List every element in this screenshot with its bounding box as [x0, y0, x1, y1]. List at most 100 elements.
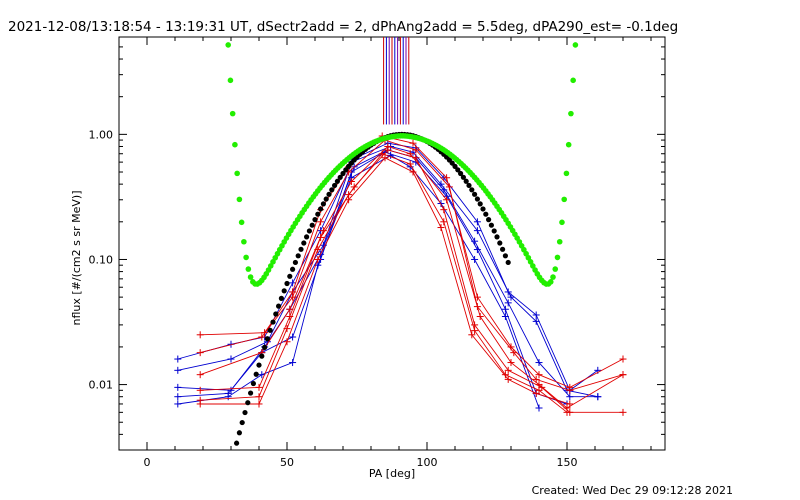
x-tick-label: 100	[417, 456, 438, 469]
red-point	[619, 371, 627, 379]
red-point	[412, 154, 420, 162]
red-point	[501, 371, 509, 379]
red-point	[409, 139, 417, 147]
y-tick-label: 1.00	[89, 128, 114, 141]
blue-point	[224, 393, 232, 401]
black-fit-point	[337, 174, 343, 180]
red-point	[409, 168, 417, 176]
green-fit-point	[527, 259, 534, 265]
black-fit-point	[323, 196, 329, 202]
red-point	[535, 371, 543, 379]
blue-point	[532, 311, 540, 319]
black-fit-point	[505, 259, 511, 266]
black-fit-point	[304, 234, 310, 240]
black-fit-point	[483, 211, 489, 217]
blue-point	[566, 393, 574, 401]
black-fit-point	[469, 187, 475, 193]
red-series-line	[200, 153, 568, 413]
red-point	[566, 386, 574, 394]
black-fit-point	[466, 182, 472, 189]
black-fit-point	[290, 266, 296, 272]
axes: 0 50 100 150 0.01 0.10 1.00	[89, 36, 665, 469]
black-fit-point	[273, 311, 279, 317]
green-fit-point	[243, 254, 249, 261]
black-fit-point	[295, 253, 301, 259]
green-fit-point	[232, 141, 238, 148]
black-fit-point	[500, 246, 506, 252]
black-fit-point	[494, 234, 500, 240]
black-fit-point	[306, 228, 312, 234]
blue-series-line	[177, 154, 540, 409]
black-fit-point	[287, 273, 293, 279]
black-fit-point	[312, 217, 318, 223]
x-tick-label: 50	[280, 456, 294, 469]
red-point	[314, 255, 322, 263]
red-series-line	[200, 157, 570, 405]
green-fit-point	[234, 170, 240, 177]
black-fit-point	[340, 170, 346, 177]
black-fit-point	[309, 222, 315, 228]
blue-point	[174, 400, 182, 408]
blue-point	[473, 246, 481, 254]
red-point	[445, 183, 453, 191]
green-fit-point	[556, 238, 563, 245]
blue-point	[174, 383, 182, 391]
blue-point	[535, 359, 543, 367]
red-point	[350, 183, 358, 191]
black-fit-point	[292, 259, 298, 266]
black-fit-point	[334, 178, 340, 184]
red-point	[619, 408, 627, 416]
black-fit-point	[236, 430, 242, 436]
black-fit-point	[256, 362, 262, 368]
black-fit-point	[239, 419, 245, 426]
red-point	[347, 177, 355, 185]
green-fit-point	[238, 219, 245, 226]
black-fit-point	[474, 196, 480, 202]
red-point	[255, 400, 263, 408]
red-point	[378, 150, 386, 158]
red-point	[384, 146, 392, 154]
black-fit-point	[320, 201, 326, 207]
black-fit-point	[281, 288, 287, 294]
green-fit-point	[563, 170, 570, 177]
black-fit-point	[329, 187, 335, 193]
plot-area	[174, 5, 627, 446]
black-fit-point	[318, 206, 324, 212]
created-timestamp: Created: Wed Dec 29 09:12:28 2021	[532, 484, 733, 497]
blue-point	[507, 293, 515, 301]
green-fit-point	[265, 267, 272, 273]
green-fit-point	[559, 219, 565, 226]
black-fit-point	[250, 380, 256, 387]
blue-point	[501, 305, 509, 313]
green-fit-point	[575, 5, 581, 11]
red-point	[440, 206, 448, 214]
red-point	[317, 233, 325, 241]
x-tick-label: 0	[144, 456, 151, 469]
black-fit-point	[264, 336, 270, 342]
green-fit-point	[267, 263, 274, 269]
black-fit-point	[463, 178, 469, 184]
black-fit-point	[276, 303, 282, 309]
blue-point	[501, 313, 509, 321]
red-point	[196, 331, 204, 339]
black-fit-point	[497, 240, 503, 246]
red-point	[437, 224, 445, 232]
blue-point	[174, 393, 182, 401]
black-fit-point	[480, 206, 486, 212]
blue-point	[174, 366, 182, 374]
black-fit-point	[262, 344, 268, 350]
blue-series-line	[177, 146, 598, 398]
black-fit-point	[245, 400, 251, 406]
green-fit-point	[565, 141, 572, 148]
black-fit-point	[234, 440, 240, 446]
red-point	[504, 366, 512, 374]
blue-point	[174, 355, 182, 363]
red-point	[510, 349, 518, 357]
black-fit-point	[460, 174, 466, 180]
black-fit-point	[502, 253, 508, 259]
black-fit-point	[315, 211, 321, 217]
y-tick-label: 0.01	[89, 379, 114, 392]
green-fit-point	[236, 196, 243, 203]
black-fit-point	[267, 327, 273, 333]
